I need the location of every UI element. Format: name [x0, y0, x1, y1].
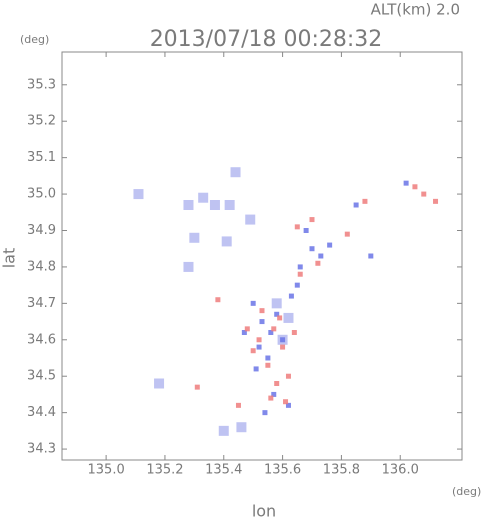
x-unit: (deg) — [452, 485, 481, 498]
radar-cell — [218, 425, 229, 436]
radar-cell — [271, 326, 277, 332]
radar-cell — [230, 167, 241, 178]
y-tick-label: 34.8 — [27, 259, 56, 274]
x-tick-label: 135.0 — [88, 463, 125, 478]
radar-cell — [271, 391, 277, 397]
x-tick-label: 135.4 — [205, 463, 242, 478]
radar-cell — [280, 344, 286, 350]
radar-cell — [245, 214, 256, 225]
y-tick-label: 35.1 — [27, 150, 56, 165]
radar-cell — [268, 395, 274, 401]
radar-cell — [189, 232, 200, 243]
radar-cell — [236, 422, 247, 433]
radar-cell — [215, 297, 221, 303]
radar-cell — [271, 298, 282, 309]
radar-cell — [256, 337, 262, 343]
radar-cell — [294, 224, 300, 230]
radar-cell — [183, 261, 194, 272]
y-tick-label: 34.9 — [27, 223, 56, 238]
radar-cell — [194, 384, 200, 390]
x-tick-label: 135.6 — [264, 463, 301, 478]
radar-cell — [265, 362, 271, 368]
radar-cell — [297, 271, 303, 277]
radar-cell — [421, 191, 427, 197]
x-tick-label: 136.0 — [382, 463, 419, 478]
radar-cell — [309, 246, 315, 252]
radar-cell — [294, 282, 300, 288]
radar-cell — [262, 410, 268, 416]
radar-cell — [315, 260, 321, 266]
y-tick-label: 34.4 — [27, 405, 56, 420]
x-axis-label: lon — [252, 502, 276, 521]
radar-cell — [353, 202, 359, 208]
radar-cell — [259, 319, 265, 325]
radar-cell — [265, 355, 271, 361]
radar-cell — [209, 200, 220, 210]
x-tick-label: 135.8 — [323, 463, 360, 478]
radar-cell — [133, 189, 144, 200]
radar-cell — [412, 184, 418, 190]
radar-cell — [198, 192, 209, 203]
radar-cell — [256, 344, 262, 350]
radar-cell — [291, 330, 297, 335]
radar-cell — [250, 300, 256, 306]
radar-cell — [259, 308, 265, 314]
y-tick-label: 34.5 — [27, 369, 56, 384]
radar-cell — [280, 337, 286, 343]
radar-cell — [241, 330, 247, 335]
y-tick-label: 35.2 — [27, 114, 56, 129]
y-unit: (deg) — [20, 33, 49, 46]
radar-cell — [274, 311, 280, 317]
radar-cell — [433, 198, 439, 204]
y-axis-label: lat — [0, 248, 19, 269]
y-tick-label: 34.7 — [27, 296, 56, 311]
radar-cell — [244, 326, 250, 332]
radar-cell — [183, 200, 194, 210]
radar-cell — [297, 264, 303, 270]
x-tick-label: 135.2 — [146, 463, 183, 478]
radar-cell — [285, 402, 291, 408]
radar-cell — [309, 217, 315, 223]
radar-cell — [154, 378, 165, 389]
radar-cell — [403, 180, 409, 186]
radar-cell — [327, 242, 333, 248]
radar-cell — [235, 402, 241, 408]
radar-cell — [268, 330, 274, 335]
radar-cell — [283, 399, 289, 405]
plot-frame — [61, 51, 463, 461]
y-tick-label: 34.3 — [27, 442, 56, 457]
y-tick-label: 35.3 — [27, 77, 56, 92]
radar-cell — [362, 198, 368, 204]
radar-cell — [285, 373, 291, 379]
radar-cell — [224, 200, 235, 210]
radar-cell — [277, 315, 283, 321]
radar-cell — [253, 366, 259, 372]
radar-cell — [288, 293, 294, 299]
chart-title: 2013/07/18 00:28:32 — [150, 27, 383, 52]
radar-cell — [344, 231, 350, 237]
radar-cell — [274, 381, 280, 386]
radar-cell — [250, 348, 256, 354]
radar-cell — [283, 312, 294, 323]
radar-cell — [368, 253, 374, 259]
radar-cell — [221, 236, 232, 247]
radar-cell — [303, 228, 309, 233]
alt-label: ALT(km) 2.0 — [371, 1, 460, 19]
y-tick-label: 34.6 — [27, 332, 56, 347]
radar-cell — [318, 253, 324, 259]
y-tick-label: 35.0 — [27, 187, 56, 202]
